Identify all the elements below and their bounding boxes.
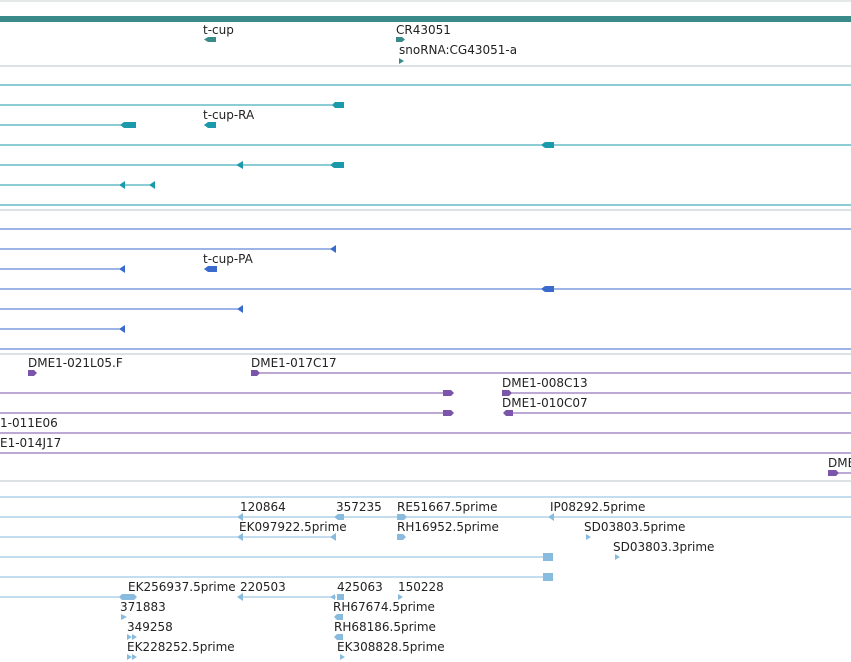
est-feature — [330, 533, 336, 541]
mrna-feature-t-cup-RA[interactable] — [204, 122, 216, 128]
bac-label: DME — [828, 456, 851, 470]
est-feature[interactable] — [127, 654, 132, 660]
bac-label: E1-014J17 — [0, 436, 61, 450]
bac-clone-end — [443, 390, 454, 396]
gene-label: snoRNA:CG43051-a — [399, 43, 517, 57]
est-feature[interactable] — [586, 534, 591, 540]
est-feature[interactable] — [119, 594, 137, 600]
est-label: SD03803.5prime — [584, 520, 685, 534]
est-feature[interactable] — [615, 554, 620, 560]
est-feature[interactable] — [330, 594, 335, 600]
mrna-label: t-cup-RA — [203, 108, 255, 122]
mrna-exon — [119, 181, 125, 189]
est-label: 425063 — [337, 580, 383, 594]
est-feature — [132, 654, 137, 660]
est-feature[interactable] — [237, 513, 243, 521]
est-feature[interactable] — [340, 654, 345, 660]
mrna-exon — [149, 181, 155, 189]
mrna-track: t-cup-RA — [0, 84, 851, 206]
est-label: 220503 — [240, 580, 286, 594]
bac-clone-end[interactable] — [503, 410, 513, 416]
est-feature[interactable] — [334, 634, 343, 640]
est-feature — [338, 514, 344, 520]
bac-clone-end — [443, 410, 454, 416]
est-label: RH67674.5prime — [333, 600, 435, 614]
mrna-exon — [330, 162, 344, 168]
est-feature[interactable] — [127, 634, 132, 640]
est-feature — [543, 553, 553, 561]
est-label: 357235 — [336, 500, 382, 514]
est-feature — [237, 593, 243, 601]
est-label: SD03803.3prime — [613, 540, 714, 554]
est-label: EK228252.5prime — [127, 640, 235, 654]
est-feature — [132, 634, 137, 640]
bac-clone-end[interactable] — [28, 370, 37, 376]
est-feature[interactable] — [397, 514, 407, 520]
bac-label: DME1-021L05.F — [28, 356, 123, 370]
est-label: RH16952.5prime — [397, 520, 499, 534]
bac-label: 1-011E06 — [0, 416, 58, 430]
bac-clone-end[interactable] — [828, 470, 839, 476]
est-label: RE51667.5prime — [397, 500, 498, 514]
gene-label: t-cup — [203, 23, 234, 37]
cds-feature-t-cup-PA[interactable] — [204, 266, 217, 272]
bac-label: DME1-017C17 — [251, 356, 337, 370]
est-label: EK097922.5prime — [239, 520, 347, 534]
bac-clone-end[interactable] — [502, 390, 512, 396]
est-label: 120864 — [240, 500, 286, 514]
gene-label: CR43051 — [396, 23, 451, 37]
est-feature[interactable] — [334, 514, 338, 520]
est-feature[interactable] — [548, 513, 554, 521]
gene-span-bar — [0, 16, 851, 22]
cds-segment — [119, 325, 125, 333]
gene-feature-t-cup[interactable] — [204, 37, 216, 42]
est-label: RH68186.5prime — [334, 620, 436, 634]
est-feature — [337, 594, 344, 600]
cds-segment — [330, 245, 336, 253]
est-label: IP08292.5prime — [550, 500, 645, 514]
est-label: 371883 — [120, 600, 166, 614]
est-feature[interactable] — [398, 594, 403, 600]
est-feature — [543, 573, 553, 581]
mrna-exon — [541, 142, 554, 148]
mrna-exon — [332, 102, 344, 108]
est-track: 120864 357235 RE51667.5prime IP08292.5pr… — [0, 496, 851, 660]
cds-label: t-cup-PA — [203, 252, 254, 266]
est-feature[interactable] — [237, 533, 243, 541]
est-feature[interactable] — [334, 614, 343, 620]
est-label: EK256937.5prime — [128, 580, 236, 594]
bac-label: DME1-010C07 — [502, 396, 588, 410]
est-label: 150228 — [398, 580, 444, 594]
cds-segment — [119, 265, 125, 273]
mrna-exon — [236, 161, 243, 169]
est-feature[interactable] — [397, 534, 406, 540]
cds-segment — [541, 286, 554, 292]
est-label: EK308828.5prime — [337, 640, 445, 654]
est-feature[interactable] — [121, 614, 127, 620]
gene-feature-CR43051[interactable] — [396, 37, 405, 42]
gene-feature-snoRNA[interactable] — [399, 58, 404, 64]
bac-label: DME1-008C13 — [502, 376, 588, 390]
cds-segment — [237, 305, 243, 313]
gene-track: t-cup CR43051 snoRNA:CG43051-a — [203, 23, 517, 64]
bac-clone-end[interactable] — [251, 370, 260, 376]
est-label: 349258 — [127, 620, 173, 634]
bac-track: DME1-021L05.F DME1-017C17 DME1-008C13 DM… — [0, 356, 851, 476]
mrna-exon — [120, 122, 136, 128]
cds-track: t-cup-PA — [0, 228, 851, 350]
